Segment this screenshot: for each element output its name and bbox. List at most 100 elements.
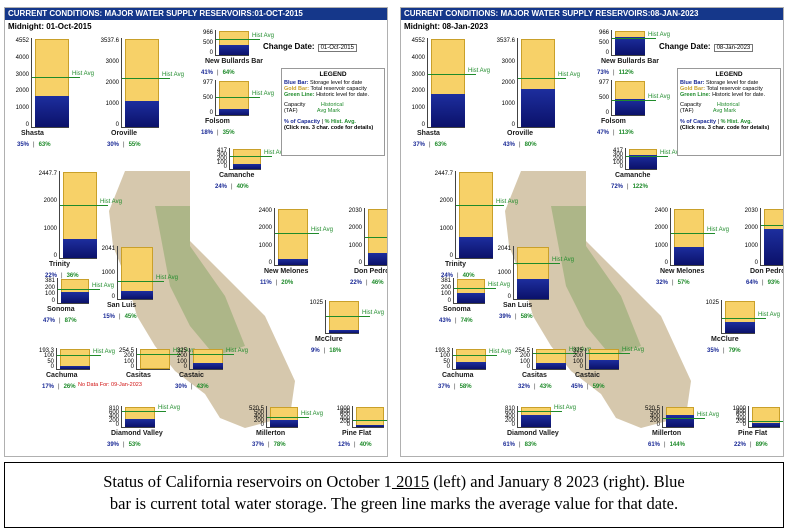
reservoir-stats: 72% | 122%	[611, 184, 648, 190]
reservoir-name[interactable]: Sonoma	[47, 306, 75, 313]
reservoir-name[interactable]: New Bullards Bar	[601, 58, 659, 65]
date-box[interactable]: 01-Oct-2015	[317, 44, 357, 52]
axis-tick-label: 200	[519, 353, 530, 360]
axis-tick-label: 1025	[309, 300, 323, 306]
change-date-label: Change Date:	[659, 42, 711, 51]
reservoir-name[interactable]: Oroville	[111, 130, 138, 137]
reservoir-name[interactable]: Casitas	[522, 372, 547, 379]
axis-tick-label: 1000	[439, 225, 453, 232]
axis-tick-label: 200	[572, 353, 583, 360]
reservoir-name[interactable]: Casitas	[126, 372, 151, 379]
percent-hist-avg: 40%	[462, 273, 475, 279]
separator: |	[323, 348, 326, 354]
reservoir-name[interactable]: New Melones	[660, 268, 705, 275]
reservoir-name[interactable]: Oroville	[507, 130, 534, 137]
reservoir-name[interactable]: Diamond Valley	[507, 430, 559, 437]
percent-capacity: 9%	[311, 348, 320, 354]
reservoir-name[interactable]: Millerton	[256, 430, 286, 437]
separator: |	[61, 273, 63, 279]
hist-avg-line	[58, 289, 100, 291]
reservoir-name[interactable]: Castaic	[179, 372, 204, 379]
percent-hist-avg: 45%	[124, 314, 137, 320]
axis-labels: 193.3 100 50 0	[32, 348, 54, 370]
midnight-date: Midnight: 08-Jan-2023	[404, 22, 489, 31]
reservoir-name[interactable]: Folsom	[205, 118, 230, 125]
reservoir-name[interactable]: Folsom	[601, 118, 626, 125]
percent-capacity: 37%	[438, 384, 451, 390]
legend-click-hint[interactable]: (Click res. 3 char. code for details)	[680, 125, 770, 131]
reservoir-name[interactable]: Pine Flat	[342, 430, 372, 437]
reservoir-chart: Hist Avg	[229, 148, 286, 170]
reservoir-name[interactable]: Sonoma	[443, 306, 471, 313]
axis-tick-label: 0	[111, 294, 115, 300]
date-box[interactable]: 08-Jan-2023	[713, 44, 754, 52]
axis-tick-label: 325	[176, 348, 187, 354]
separator: |	[613, 70, 615, 76]
reservoir-name[interactable]: New Bullards Bar	[205, 58, 263, 65]
percent-capacity: 35%	[17, 142, 30, 148]
axis-tick-label: 2000	[43, 198, 57, 205]
axis-tick-label: 2000	[105, 80, 119, 86]
change-date[interactable]: Change Date: 01-Oct-2015	[263, 42, 357, 52]
storage-bar	[219, 45, 249, 55]
change-date[interactable]: Change Date: 08-Jan-2023	[659, 42, 754, 52]
axis-tick-label: 1000	[258, 242, 272, 249]
percent-hist-avg: 93%	[767, 280, 780, 286]
reservoir-name[interactable]: Cachuma	[442, 372, 474, 379]
axis-tick-label: 0	[50, 364, 54, 370]
reservoir-name[interactable]: Millerton	[652, 430, 682, 437]
separator: |	[762, 280, 764, 286]
reservoir-name[interactable]: Trinity	[49, 261, 71, 268]
reservoir-name[interactable]: Don Pedro	[750, 268, 784, 275]
reservoir-name[interactable]: Shasta	[417, 130, 440, 137]
reservoir-name[interactable]: Camanche	[219, 172, 255, 179]
capacity-bar	[121, 247, 153, 299]
storage-bar	[521, 89, 555, 127]
hist-avg-line	[671, 232, 715, 234]
reservoir-chart: Hist Avg	[364, 208, 387, 266]
axis-labels: 4552 4000 3000 2000 1000 0	[403, 38, 425, 128]
axis-tick-label: 977	[598, 80, 609, 86]
right-panel: CURRENT CONDITIONS: MAJOR WATER SUPPLY R…	[400, 7, 784, 457]
reservoir-name[interactable]: Camanche	[615, 172, 651, 179]
reservoir-name[interactable]: San Luis	[107, 302, 137, 309]
reservoir-name[interactable]: San Luis	[503, 302, 533, 309]
axis-tick-label: 200	[440, 284, 451, 291]
hist-avg-label: Hist Avg	[252, 90, 274, 97]
reservoir-chart: Hist Avg	[59, 171, 122, 259]
reservoir-chart: Hist Avg	[625, 148, 682, 170]
hist-avg-label: Hist Avg	[558, 72, 580, 79]
reservoir-name[interactable]: Castaic	[575, 372, 600, 379]
axis-tick-label: 0	[130, 364, 134, 370]
axis-labels: 2447.7 2000 1000 0	[431, 171, 453, 259]
reservoir-name[interactable]: McClure	[315, 336, 343, 343]
axis-tick-label: 100	[439, 353, 450, 360]
reservoir-name[interactable]: Diamond Valley	[111, 430, 163, 437]
axis-tick-label: 200	[735, 418, 746, 425]
axis-labels: 1025	[697, 300, 719, 334]
reservoir-name[interactable]: Pine Flat	[738, 430, 768, 437]
reservoir-name[interactable]: Cachuma	[46, 372, 78, 379]
legend-click-hint[interactable]: (Click res. 3 char. code for details)	[284, 125, 374, 131]
hist-avg-label: Hist Avg	[92, 283, 114, 290]
reservoir-stats: 41% | 64%	[201, 70, 235, 76]
separator: |	[354, 442, 356, 448]
reservoir-name[interactable]: New Melones	[264, 268, 309, 275]
percent-capacity: 22%	[45, 273, 58, 279]
header-title: CURRENT CONDITIONS: MAJOR WATER SUPPLY R…	[5, 8, 387, 20]
capacity-bar	[278, 209, 308, 265]
axis-labels: 2030 2000 1000 0	[340, 208, 362, 266]
hist-avg-label: Hist Avg	[301, 410, 323, 417]
legend-taf: (TAF) Avg Mark	[680, 108, 778, 114]
reservoir-name[interactable]: McClure	[711, 336, 739, 343]
reservoir-stats: 9% | 18%	[311, 348, 341, 354]
axis-tick-label: 4000	[411, 54, 425, 61]
axis-tick-label: 2030	[348, 208, 362, 214]
reservoir-name[interactable]: Trinity	[445, 261, 467, 268]
reservoir-name[interactable]: Shasta	[21, 130, 44, 137]
percent-capacity: 64%	[746, 280, 759, 286]
storage-bar	[536, 362, 566, 369]
axis-labels: 2447.7 2000 1000 0	[35, 171, 57, 259]
reservoir-name[interactable]: Don Pedro	[354, 268, 388, 275]
percent-hist-avg: 57%	[677, 280, 690, 286]
